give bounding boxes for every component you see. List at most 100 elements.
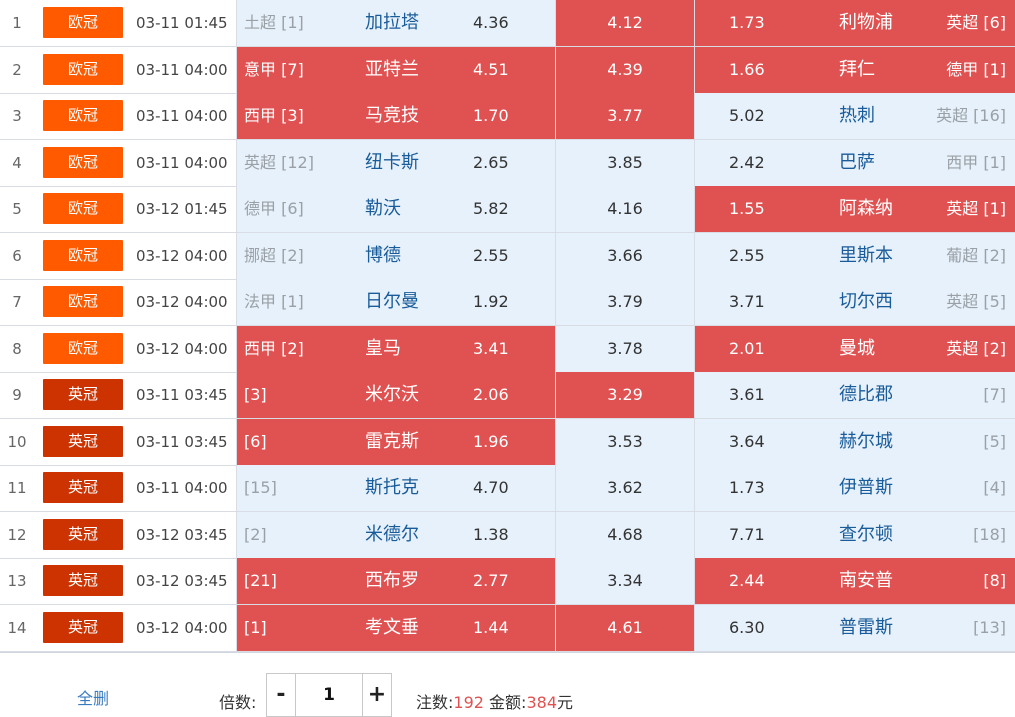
home-win-option[interactable]: 西甲 [3] 马竞技 1.70 xyxy=(236,93,555,139)
draw-option[interactable]: 4.12 xyxy=(555,0,694,46)
draw-odds: 3.85 xyxy=(607,152,643,172)
competition-cell: 欧冠 xyxy=(34,279,134,325)
away-league-rank: [5] xyxy=(983,431,1006,451)
draw-odds: 3.34 xyxy=(607,571,643,590)
match-time: 03-12 04:00 xyxy=(136,618,228,637)
home-odds: 2.77 xyxy=(473,571,509,590)
away-odds: 6.30 xyxy=(729,617,765,637)
draw-option[interactable]: 3.62 xyxy=(555,465,694,511)
away-odds: 1.55 xyxy=(729,199,765,218)
away-odds: 5.02 xyxy=(729,106,765,125)
away-win-option[interactable]: 2.55 里斯本 葡超 [2] xyxy=(694,232,1015,279)
plus-button[interactable]: + xyxy=(367,682,387,707)
row-index: 5 xyxy=(12,200,22,218)
bet-footer: 全删 倍数: - 1 + 注数:192 金额:384元 xyxy=(0,652,1015,717)
draw-option[interactable]: 4.61 xyxy=(555,604,694,651)
home-odds: 4.36 xyxy=(473,13,509,32)
home-win-option[interactable]: [15] 斯托克 4.70 xyxy=(236,465,555,511)
match-time: 03-12 04:00 xyxy=(136,246,228,265)
row-index: 11 xyxy=(7,479,27,497)
home-win-option[interactable]: [3] 米尔沃 2.06 xyxy=(236,372,555,418)
row-index: 14 xyxy=(7,618,27,637)
home-odds: 1.92 xyxy=(473,292,509,311)
home-win-option[interactable]: 土超 [1] 加拉塔 4.36 xyxy=(236,0,555,46)
draw-option[interactable]: 3.66 xyxy=(555,232,694,279)
match-time: 03-11 04:00 xyxy=(136,60,228,79)
away-win-option[interactable]: 1.73 伊普斯 [4] xyxy=(694,465,1015,511)
home-win-option[interactable]: [21] 西布罗 2.77 xyxy=(236,558,555,604)
away-team: 查尔顿 xyxy=(839,523,893,545)
home-team: 西布罗 xyxy=(365,570,419,591)
match-time: 03-11 04:00 xyxy=(136,479,228,497)
home-odds: 1.96 xyxy=(473,431,509,451)
away-win-option[interactable]: 7.71 查尔顿 [18] xyxy=(694,511,1015,558)
draw-option[interactable]: 3.34 xyxy=(555,558,694,604)
draw-option[interactable]: 3.77 xyxy=(555,93,694,139)
home-win-option[interactable]: 英超 [12] 纽卡斯 2.65 xyxy=(236,139,555,186)
away-win-option[interactable]: 1.73 利物浦 英超 [6] xyxy=(694,0,1015,46)
home-league-rank: [21] xyxy=(244,571,277,590)
home-win-option[interactable]: [6] 雷克斯 1.96 xyxy=(236,418,555,465)
draw-odds: 3.53 xyxy=(607,431,643,451)
draw-option[interactable]: 3.85 xyxy=(555,139,694,186)
away-team: 利物浦 xyxy=(839,12,893,33)
away-win-option[interactable]: 1.55 阿森纳 英超 [1] xyxy=(694,186,1015,232)
bet-summary: 注数:192 金额:384元 xyxy=(416,689,573,713)
draw-option[interactable]: 3.53 xyxy=(555,418,694,465)
away-odds: 1.73 xyxy=(729,478,765,497)
clear-all-button[interactable]: 全删 xyxy=(77,689,110,708)
multiplier-input[interactable]: 1 xyxy=(295,674,363,716)
home-win-option[interactable]: 西甲 [2] 皇马 3.41 xyxy=(236,325,555,372)
home-odds: 2.06 xyxy=(473,385,509,404)
draw-option[interactable]: 3.79 xyxy=(555,279,694,325)
competition-badge: 英冠 xyxy=(43,565,123,596)
away-team: 切尔西 xyxy=(839,291,893,312)
away-win-option[interactable]: 3.71 切尔西 英超 [5] xyxy=(694,279,1015,325)
match-row: 6 欧冠 03-12 04:00 挪超 [2] 博德 2.55 3.66 2.5… xyxy=(0,232,1015,280)
draw-odds: 4.68 xyxy=(607,524,643,544)
home-win-option[interactable]: 法甲 [1] 日尔曼 1.92 xyxy=(236,279,555,325)
match-row: 10 英冠 03-11 03:45 [6] 雷克斯 1.96 3.53 3.64… xyxy=(0,418,1015,466)
match-time: 03-12 03:45 xyxy=(136,525,228,544)
away-team: 曼城 xyxy=(839,337,875,359)
draw-option[interactable]: 4.16 xyxy=(555,186,694,232)
home-win-option[interactable]: [2] 米德尔 1.38 xyxy=(236,511,555,558)
away-league-rank: [4] xyxy=(983,478,1006,497)
away-odds: 2.01 xyxy=(729,338,765,358)
draw-option[interactable]: 4.39 xyxy=(555,46,694,93)
home-win-option[interactable]: 德甲 [6] 勒沃 5.82 xyxy=(236,186,555,232)
home-team: 考文垂 xyxy=(365,616,419,638)
competition-badge: 欧冠 xyxy=(43,286,123,317)
away-win-option[interactable]: 2.42 巴萨 西甲 [1] xyxy=(694,139,1015,186)
home-league-rank: 英超 [12] xyxy=(244,152,314,172)
away-win-option[interactable]: 3.61 德比郡 [7] xyxy=(694,372,1015,418)
away-win-option[interactable]: 2.44 南安普 [8] xyxy=(694,558,1015,604)
away-win-option[interactable]: 1.66 拜仁 德甲 [1] xyxy=(694,46,1015,93)
amount-label: 金额: xyxy=(489,693,527,712)
competition-badge: 英冠 xyxy=(43,611,123,643)
home-win-option[interactable]: 意甲 [7] 亚特兰 4.51 xyxy=(236,46,555,93)
match-row: 2 欧冠 03-11 04:00 意甲 [7] 亚特兰 4.51 4.39 1.… xyxy=(0,46,1015,94)
draw-odds: 4.39 xyxy=(607,59,643,79)
away-league-rank: 英超 [1] xyxy=(946,199,1006,218)
away-win-option[interactable]: 2.01 曼城 英超 [2] xyxy=(694,325,1015,372)
away-win-option[interactable]: 6.30 普雷斯 [13] xyxy=(694,604,1015,651)
away-team: 里斯本 xyxy=(839,244,893,266)
row-index: 3 xyxy=(12,107,22,125)
away-win-option[interactable]: 3.64 赫尔城 [5] xyxy=(694,418,1015,465)
competition-cell: 英冠 xyxy=(34,558,134,604)
draw-option[interactable]: 3.78 xyxy=(555,325,694,372)
competition-cell: 英冠 xyxy=(34,465,134,511)
competition-badge: 欧冠 xyxy=(43,100,123,131)
home-team: 亚特兰 xyxy=(365,58,419,80)
competition-badge: 英冠 xyxy=(43,472,123,503)
draw-option[interactable]: 3.29 xyxy=(555,372,694,418)
away-league-rank: 英超 [16] xyxy=(936,106,1006,125)
away-odds: 3.71 xyxy=(729,292,765,311)
away-win-option[interactable]: 5.02 热刺 英超 [16] xyxy=(694,93,1015,139)
home-win-option[interactable]: 挪超 [2] 博德 2.55 xyxy=(236,232,555,279)
draw-odds: 4.16 xyxy=(607,199,643,218)
home-win-option[interactable]: [1] 考文垂 1.44 xyxy=(236,604,555,651)
draw-option[interactable]: 4.68 xyxy=(555,511,694,558)
minus-button[interactable]: - xyxy=(276,682,286,707)
